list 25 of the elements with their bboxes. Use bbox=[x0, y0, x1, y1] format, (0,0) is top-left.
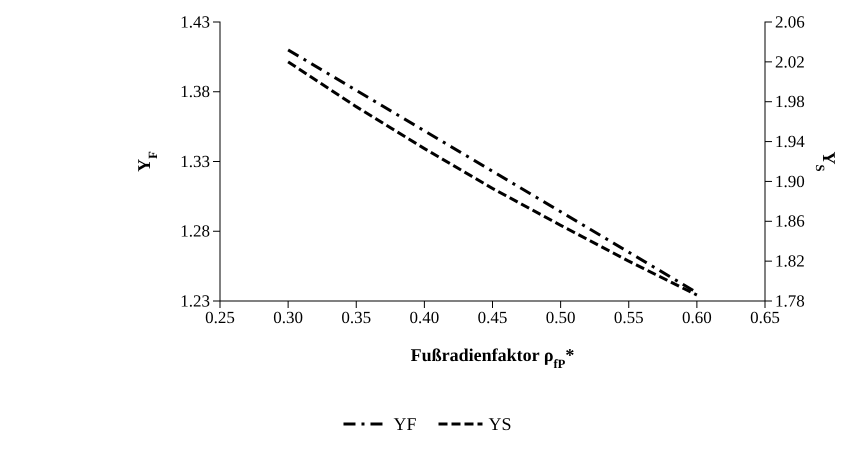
x-tick-label: 0.30 bbox=[273, 308, 303, 328]
y2-tick-label: 1.94 bbox=[775, 132, 806, 152]
y2-tick-label: 2.02 bbox=[775, 52, 805, 72]
y2-tick-label: 1.98 bbox=[775, 92, 805, 112]
y-tick-label: 1.33 bbox=[180, 152, 210, 171]
legend-label: YF bbox=[393, 414, 416, 434]
legend-label: YS bbox=[488, 414, 512, 434]
y2-tick-label: 1.86 bbox=[775, 212, 805, 231]
x-axis-title: Fußradienfaktor ρ$_{fP}$* bbox=[410, 345, 574, 371]
x-tick-label: 0.50 bbox=[546, 308, 576, 328]
x-tick-label: 0.40 bbox=[410, 308, 440, 328]
x-tick-label: 0.60 bbox=[682, 308, 712, 328]
y-tick-label: 1.23 bbox=[180, 291, 210, 310]
x-tick-label: 0.25 bbox=[205, 308, 235, 328]
y2-tick-label: 1.82 bbox=[775, 252, 805, 271]
x-tick-label: 0.35 bbox=[341, 308, 372, 328]
y2-tick-label: 2.06 bbox=[775, 12, 805, 32]
y2-tick-label: 1.90 bbox=[775, 172, 805, 191]
y-tick-label: 1.38 bbox=[180, 82, 210, 102]
x-tick-label: 0.45 bbox=[478, 308, 508, 328]
y-tick-label: 1.43 bbox=[180, 12, 210, 32]
x-tick-label: 0.55 bbox=[614, 308, 644, 328]
y2-tick-label: 1.78 bbox=[775, 291, 805, 310]
y-tick-label: 1.28 bbox=[180, 222, 210, 241]
x-tick-label: 0.65 bbox=[750, 308, 780, 328]
